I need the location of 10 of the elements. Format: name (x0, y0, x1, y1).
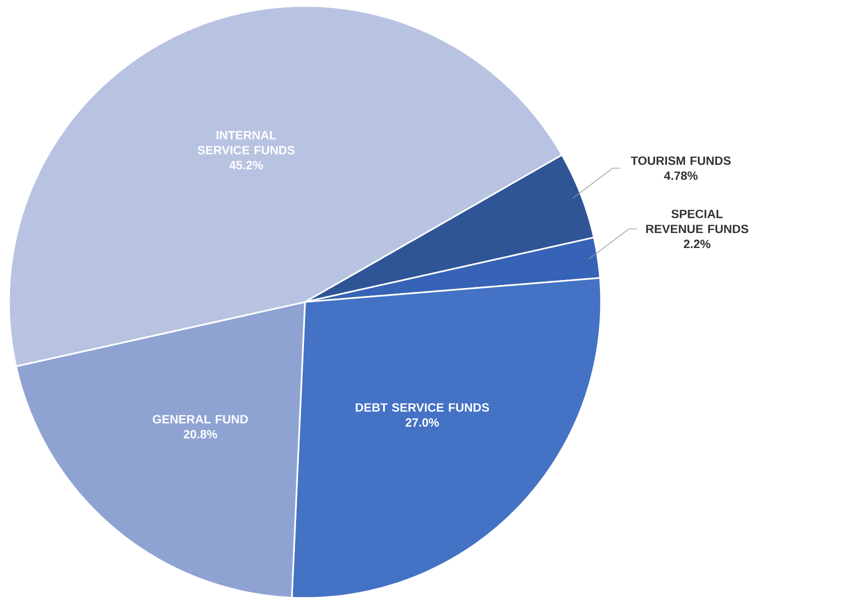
slice-label: TOURISM FUNDS (630, 156, 731, 166)
data-label: 45.2% (229, 160, 263, 170)
data-label: 20.8% (184, 430, 218, 439)
data-label: 2.2% (684, 240, 710, 248)
data-label: 4.78% (664, 172, 698, 180)
data-label: 27.0% (406, 418, 439, 427)
slice-label: GENERAL FUND (152, 415, 248, 424)
slice-label: SPECIAL REVENUE FUNDS (646, 210, 748, 234)
slice-label: INTERNAL SERVICE FUNDS (198, 131, 295, 154)
slice-label: DEBT SERVICE FUNDS (356, 403, 489, 412)
